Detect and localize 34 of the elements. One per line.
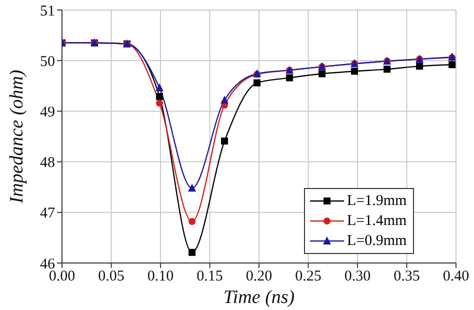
point: [351, 68, 358, 75]
x-tick-label: 0.10: [147, 268, 174, 285]
point: [286, 74, 294, 82]
x-tick-label: 0.25: [295, 268, 322, 285]
y-tick-label: 51: [40, 3, 55, 20]
x-tick-label: 0.40: [442, 268, 470, 285]
legend-label: L=0.9mm: [347, 232, 407, 250]
x-axis-title: Time (ns): [223, 287, 295, 308]
point: [188, 218, 196, 226]
legend-label: L=1.4mm: [347, 212, 407, 230]
legend-label: L=1.9mm: [347, 192, 407, 210]
x-tick-label: 0.35: [394, 268, 420, 285]
x-tick-label: 0.15: [196, 268, 223, 285]
y-axis-title: Impedance (ohm): [6, 70, 28, 204]
point: [318, 70, 326, 78]
y-tick-label: 47: [40, 206, 56, 222]
point: [156, 93, 164, 100]
point: [448, 61, 456, 68]
point: [156, 83, 164, 92]
y-tick-label: 50: [40, 54, 55, 70]
x-tick-label: 0.05: [98, 268, 124, 285]
point: [156, 100, 164, 107]
point: [254, 79, 261, 86]
y-tick-label: 49: [40, 104, 55, 121]
point: [384, 66, 391, 73]
point: [188, 184, 196, 192]
point: [221, 138, 228, 145]
x-tick-label: 0.20: [246, 268, 272, 285]
x-tick-label: 0.30: [344, 268, 371, 285]
point: [416, 62, 424, 70]
y-tick-label: 48: [40, 155, 55, 172]
point: [220, 96, 229, 104]
point: [188, 248, 196, 256]
x-tick-label: 0.00: [48, 268, 76, 285]
